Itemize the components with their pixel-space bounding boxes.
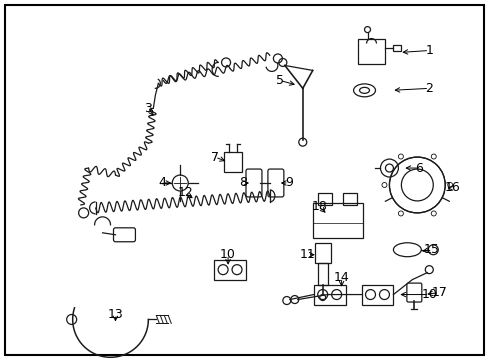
- Text: 12: 12: [177, 186, 193, 199]
- Text: 9: 9: [285, 176, 292, 189]
- Bar: [224, 152, 242, 172]
- Text: 11: 11: [299, 248, 315, 261]
- Text: 5: 5: [275, 74, 283, 87]
- Bar: [312, 203, 362, 238]
- Bar: [357, 39, 385, 64]
- Bar: [313, 285, 345, 305]
- Text: 10: 10: [220, 248, 236, 261]
- Bar: [361, 285, 393, 305]
- Bar: [317, 263, 327, 285]
- Bar: [342, 193, 356, 205]
- Text: 4: 4: [158, 176, 166, 189]
- Text: 10: 10: [421, 288, 436, 301]
- Text: 14: 14: [333, 271, 349, 284]
- Text: 16: 16: [444, 181, 459, 194]
- Bar: [314, 243, 330, 263]
- Text: 3: 3: [144, 102, 152, 115]
- Bar: [214, 260, 245, 280]
- Text: 1: 1: [425, 44, 432, 57]
- Text: 17: 17: [430, 286, 446, 299]
- Text: 13: 13: [107, 308, 123, 321]
- Bar: [393, 45, 401, 50]
- Bar: [317, 193, 331, 205]
- Text: 6: 6: [414, 162, 423, 175]
- Text: 15: 15: [423, 243, 438, 256]
- Text: 18: 18: [311, 201, 327, 213]
- Text: 7: 7: [211, 150, 219, 163]
- Text: 8: 8: [239, 176, 246, 189]
- Text: 2: 2: [425, 82, 432, 95]
